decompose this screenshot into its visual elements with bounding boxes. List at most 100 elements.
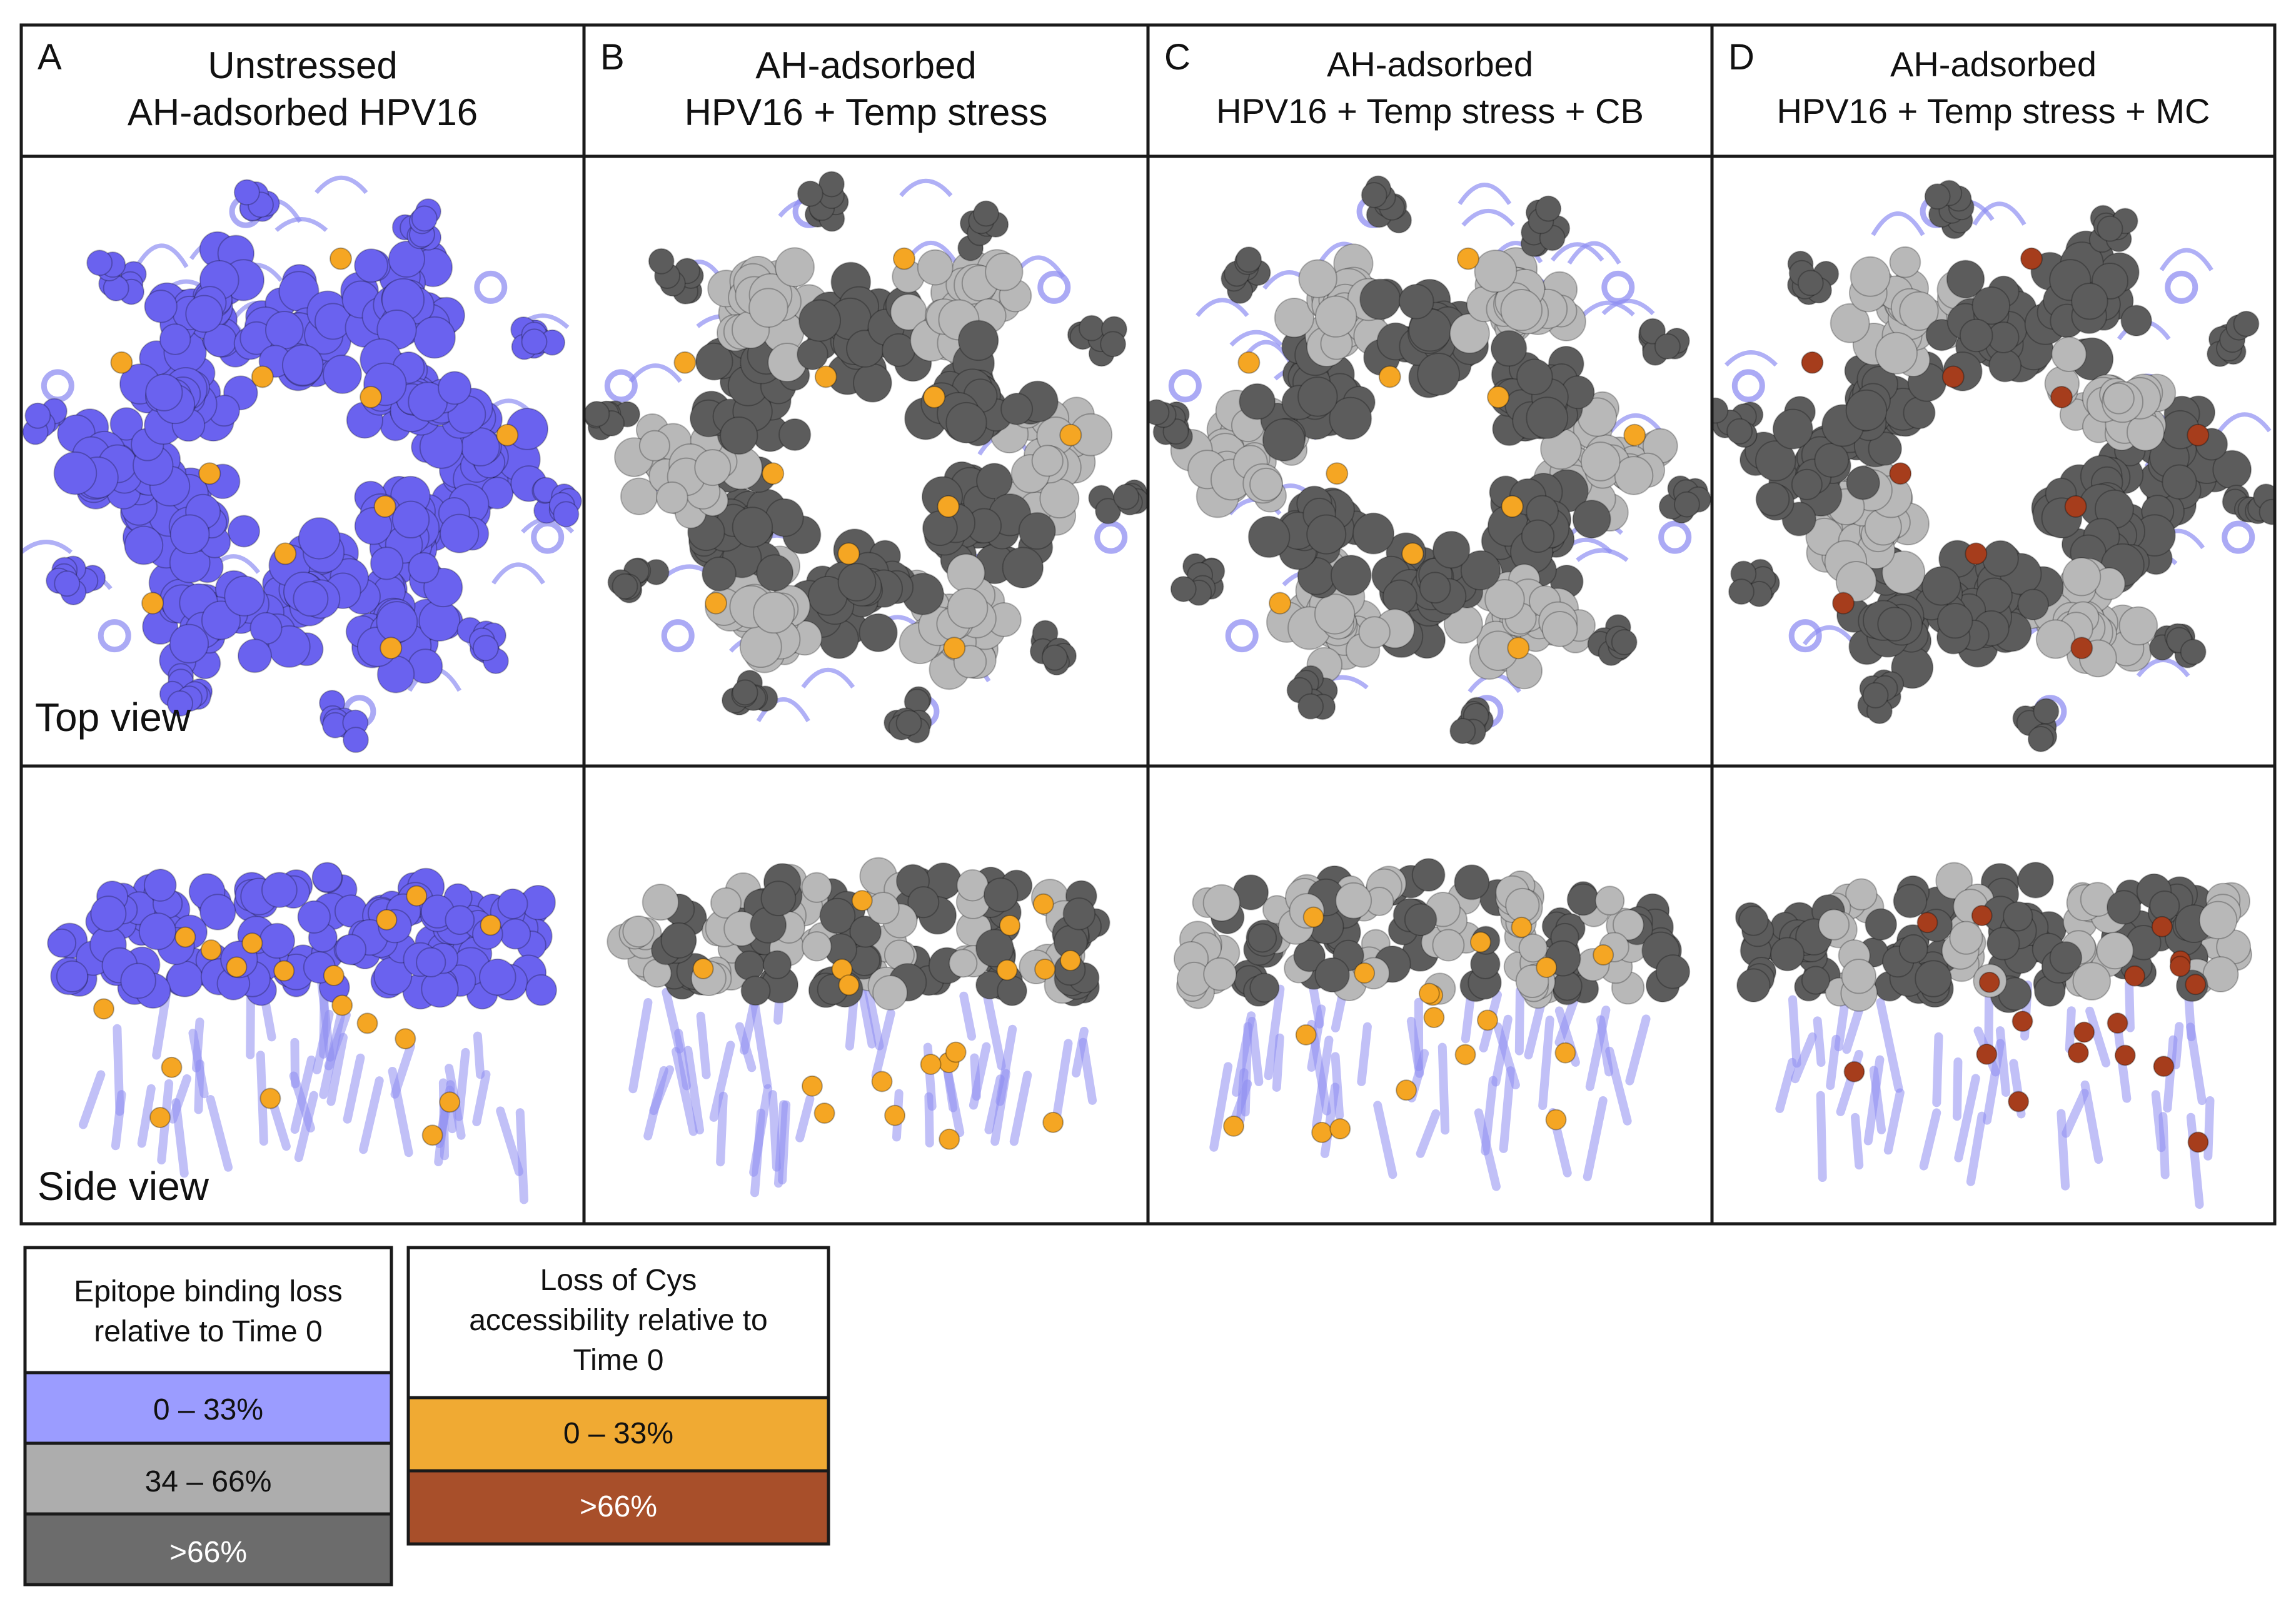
atom-sphere [479,958,516,996]
legend-cys-label-high: >66% [579,1490,658,1523]
ribbon-strand [1725,350,1778,367]
atom-sphere [1247,923,1277,953]
epitope-lobe [899,553,1022,690]
atom-sphere [1594,885,1625,916]
cys-residue [480,914,501,936]
cys-residue [406,885,428,907]
ribbon-strand [168,1074,191,1124]
ribbon-strand [1816,1091,1827,1183]
atom-sphere [1981,540,2019,577]
ribbon-strand [749,1084,773,1177]
atom-sphere [1772,408,1813,450]
cys-residue [439,1091,461,1113]
legend-epitope-swatch-low [23,1371,393,1445]
atom-sphere [1474,250,1518,293]
atom-sphere [1877,607,1912,642]
atom-sphere [584,401,610,427]
ribbon-strand [473,1031,485,1079]
atom-sphere [1262,418,1306,462]
cys-residue [1511,916,1533,938]
cys-residue [762,462,785,485]
atom-sphere [2120,305,2152,336]
panel-letter: D [1728,37,1755,78]
atom-sphere [1404,903,1438,936]
atom-sphere [1830,303,1870,343]
epitope-lobe [340,240,465,359]
atom-sphere [1293,939,1326,972]
atom-sphere [1865,908,1898,941]
ribbon-strand [749,993,772,1089]
helix-coil [661,619,695,653]
atom-sphere [1986,927,2020,961]
atom-sphere [1329,396,1372,440]
atom-sphere [732,679,758,706]
atom-sphere [872,975,908,1011]
cys-residue [1396,1079,1417,1101]
atom-sphere [311,862,343,893]
epitope-lobe [1489,330,1595,446]
ribbon-strand [1438,1042,1450,1135]
atom-sphere [354,507,393,545]
atom-sphere [1335,882,1372,919]
cys-residue [2008,1091,2030,1112]
cys-residue [141,592,164,615]
ribbon-strand [1788,995,1801,1068]
cys-residue [1456,247,1479,270]
ribbon-strand [1209,1062,1233,1152]
atom-sphere [1516,358,1553,395]
atom-sphere [660,922,697,959]
atom-sphere [895,710,922,737]
atom-sphere [2035,619,2076,659]
cys-residue [1801,351,1824,374]
ribbon-strand [2065,1006,2076,1054]
panel-header-c: C AH-adsorbed HPV16 + Temp stress + CB [1148,25,1712,156]
ribbon-strand [1320,1082,1340,1158]
atom-sphere [801,931,832,962]
legend-swatches [23,1246,830,1586]
atom-sphere [120,962,156,999]
legend-epitope-label-mid: 34 – 66% [144,1465,272,1498]
cys-residue [705,592,728,615]
ribbon-strand [1499,1066,1515,1153]
atom-sphere [2198,900,2238,940]
atom-sphere [656,481,688,514]
atom-sphere [2072,962,2112,1001]
panel-title-line1: AH-adsorbed [755,44,977,86]
epitope-lobe [1830,246,1976,378]
atom-sphere [227,515,261,548]
cys-residue [331,994,353,1016]
ribbon-strand [716,1091,728,1167]
ribbon-strand [188,1029,209,1099]
panel-title-line1: Unstressed [208,44,398,86]
ribbon-strand [315,175,368,194]
cys-residue [999,914,1020,936]
side-view-structure [1735,862,2252,1209]
atom-sphere [416,947,446,977]
atom-sphere [1915,960,1952,997]
atom-sphere [1755,482,1790,517]
atom-sphere [376,601,418,643]
ribbon-strand [2151,1090,2166,1153]
atom-sphere [1613,909,1644,941]
atom-sphere [24,402,51,429]
ribbon-strand [21,540,73,555]
epitope-lobe [411,399,549,533]
ribbon-strand [2217,412,2272,433]
ribbon-strand [980,982,1006,1071]
atom-sphere [1078,315,1105,341]
cys-residue [2067,1042,2089,1064]
atom-sphere [264,311,304,350]
legend-cys-title-line1: Loss of Cys [540,1264,697,1297]
cys-residue [1401,542,1424,565]
atom-sphere [983,877,1019,912]
atom-sphere [525,974,557,1006]
atom-sphere [1868,431,1902,466]
atom-sphere [185,295,223,333]
atom-sphere [1835,561,1877,602]
cys-residue [2064,495,2087,518]
cys-residue [884,1104,906,1126]
atom-sphere [642,884,679,921]
ribbon-strand [1196,298,1249,318]
atom-sphere [2103,382,2135,415]
cys-residue [1454,1044,1476,1066]
